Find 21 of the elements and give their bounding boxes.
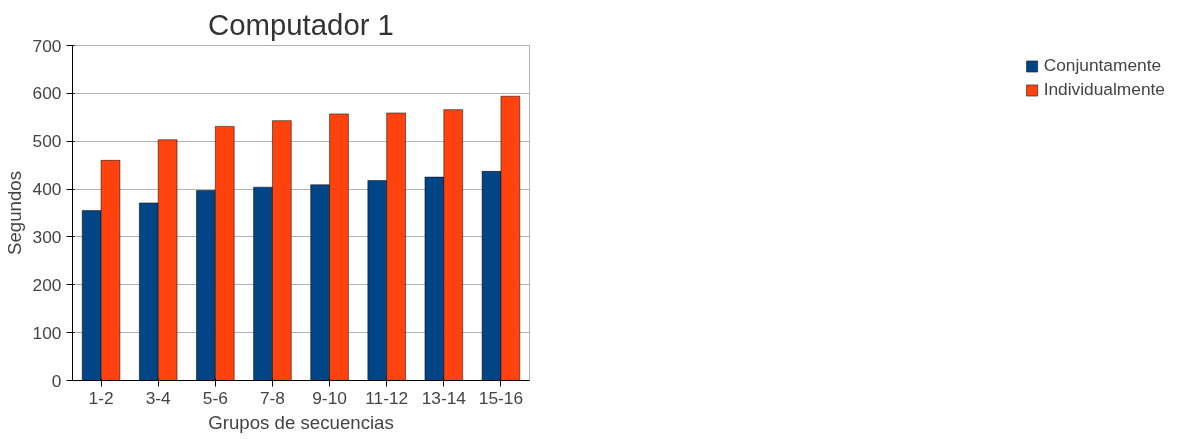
y-tick-label: 500 xyxy=(32,131,62,152)
chart-title: Computador 1 xyxy=(208,7,394,41)
y-tick-label: 400 xyxy=(32,179,62,200)
x-tick-label: 7-8 xyxy=(259,387,285,408)
x-tick-label: 15-16 xyxy=(478,387,524,408)
x-tick-label: 5-6 xyxy=(202,387,228,408)
y-tick-label: 600 xyxy=(32,83,62,104)
x-tick-label: 13-14 xyxy=(421,387,467,408)
y-tick-label: 700 xyxy=(32,35,62,56)
y-axis-title: Segundos xyxy=(3,170,25,256)
x-tick-label: 1-2 xyxy=(88,387,114,408)
y-tick-label: 0 xyxy=(51,370,62,391)
y-tick-label: 300 xyxy=(32,226,62,247)
x-tick-label: 11-12 xyxy=(365,387,409,408)
x-tick-label: 9-10 xyxy=(312,387,347,408)
x-tick-label: 3-4 xyxy=(145,387,172,408)
legend-label: Conjuntamente xyxy=(1043,55,1162,76)
x-axis-title: Grupos de secuencias xyxy=(208,411,394,433)
y-tick-label: 100 xyxy=(32,322,62,343)
legend-label: Individualmente xyxy=(1043,79,1165,100)
y-tick-label: 200 xyxy=(32,274,62,295)
